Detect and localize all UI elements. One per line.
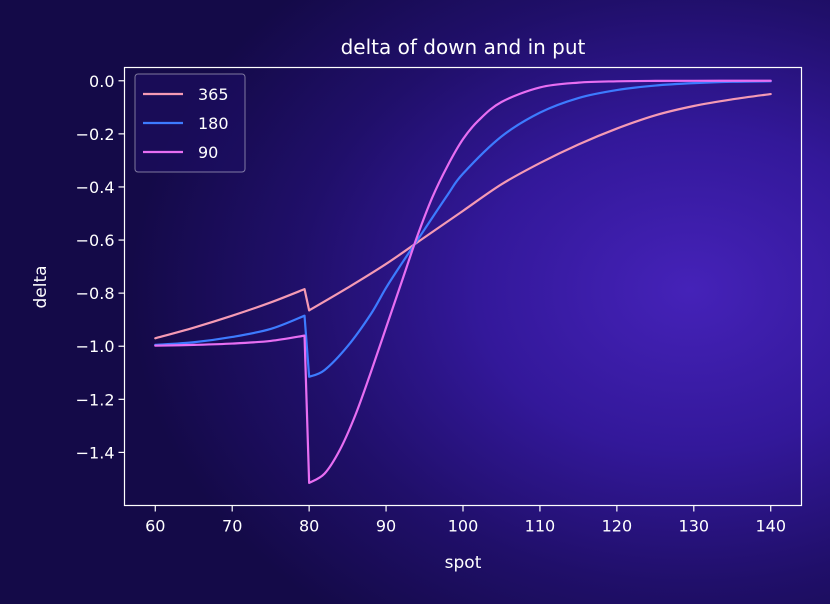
x-tick-label: 80 <box>299 517 319 536</box>
legend-box <box>134 73 246 173</box>
series-line-365 <box>154 92 772 340</box>
y-tick-label: −1.4 <box>76 443 115 462</box>
y-axis-title: delta <box>31 265 51 308</box>
y-tick-label: −0.2 <box>76 125 115 144</box>
legend-label-365: 365 <box>198 85 229 104</box>
y-tick-label: 0.0 <box>89 72 114 91</box>
x-tick-label: 70 <box>222 517 242 536</box>
y-axis-ticks: 0.0 −0.2 −0.4 −0.6 −0.8 −1.0 −1.2 −1.4 <box>76 72 125 462</box>
y-tick-label: −1.2 <box>76 390 115 409</box>
x-axis-ticks: 60 70 80 90 100 110 120 130 140 <box>145 505 786 536</box>
y-tick-label: −0.8 <box>76 284 115 303</box>
y-tick-label: −1.0 <box>76 337 115 356</box>
x-tick-label: 140 <box>755 517 786 536</box>
legend-label-90: 90 <box>198 143 218 162</box>
y-tick-label: −0.6 <box>76 231 115 250</box>
x-tick-label: 110 <box>525 517 556 536</box>
legend: 365 180 90 <box>134 73 246 173</box>
x-tick-label: 100 <box>448 517 479 536</box>
series-line-90 <box>154 79 772 485</box>
legend-label-180: 180 <box>198 114 229 133</box>
chart-title: delta of down and in put <box>341 35 586 59</box>
x-tick-label: 90 <box>376 517 396 536</box>
series-line-180 <box>154 80 772 378</box>
x-tick-label: 120 <box>602 517 633 536</box>
x-axis-title: spot <box>445 553 482 573</box>
x-tick-label: 60 <box>145 517 165 536</box>
series-layer <box>154 79 772 485</box>
x-tick-label: 130 <box>679 517 710 536</box>
y-tick-label: −0.4 <box>76 178 115 197</box>
